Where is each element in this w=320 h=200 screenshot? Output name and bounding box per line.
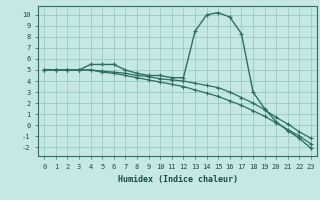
X-axis label: Humidex (Indice chaleur): Humidex (Indice chaleur) bbox=[118, 175, 238, 184]
